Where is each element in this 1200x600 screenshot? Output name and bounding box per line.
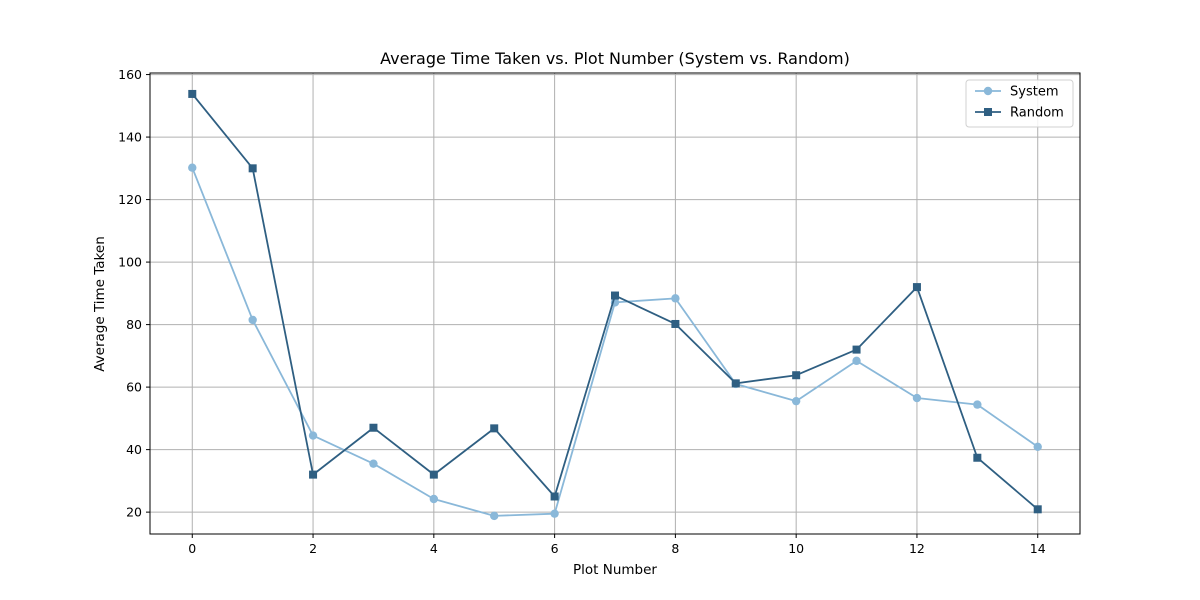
x-tick-label: 14 [1030, 541, 1046, 556]
y-tick-label: 80 [126, 317, 142, 332]
legend-marker [983, 86, 993, 96]
x-tick-label: 10 [788, 541, 804, 556]
data-point-random [912, 283, 921, 292]
data-point-random [792, 371, 801, 380]
data-point-random [490, 424, 499, 433]
data-point-system [852, 356, 861, 366]
data-point-system [429, 494, 439, 504]
x-tick-label: 12 [909, 541, 925, 556]
x-tick-label: 0 [188, 541, 196, 556]
data-point-system [671, 294, 680, 303]
legend-entry-random: Random [975, 106, 1064, 121]
data-point-random [429, 470, 438, 479]
data-point-random [188, 89, 197, 98]
y-axis-label: Average Time Taken [92, 236, 108, 372]
legend-marker [984, 108, 992, 116]
y-tick-label: 60 [126, 380, 142, 395]
series-system [188, 163, 1042, 521]
y-tick-label: 120 [118, 192, 142, 207]
data-point-system [550, 509, 559, 518]
data-point-random [1033, 505, 1042, 514]
data-point-random [248, 164, 257, 173]
data-point-system [369, 459, 378, 468]
data-point-system [912, 393, 922, 403]
data-point-system [188, 163, 197, 172]
data-point-random [369, 423, 378, 432]
data-point-random [309, 470, 318, 479]
data-point-random [671, 319, 680, 328]
legend-label: Random [1010, 106, 1064, 121]
series-group [188, 89, 1042, 521]
data-point-random [852, 345, 861, 354]
data-point-random [731, 379, 740, 388]
grid [150, 73, 1080, 534]
x-tick-label: 6 [551, 541, 559, 556]
data-point-system [490, 511, 499, 521]
data-point-system [1033, 442, 1042, 452]
axis-ticks: 0 2 4 6 8 10 12 14 20 40 60 80 100 120 140 160 [118, 67, 1046, 556]
data-point-system [248, 315, 257, 325]
y-tick-label: 40 [126, 442, 142, 457]
plot-frame [149, 72, 1081, 535]
y-tick-label: 160 [118, 67, 142, 82]
data-point-system [308, 431, 318, 440]
x-tick-label: 4 [430, 541, 438, 556]
legend: System Random [965, 79, 1074, 128]
legend-label: System [1010, 85, 1058, 100]
x-tick-label: 8 [671, 541, 679, 556]
y-tick-label: 20 [126, 505, 142, 520]
series-random [188, 89, 1042, 514]
legend-entry-system: System [975, 85, 1058, 100]
data-point-random [611, 291, 619, 300]
data-point-system [791, 396, 801, 406]
x-tick-label: 2 [309, 541, 317, 556]
data-point-random [550, 492, 559, 501]
y-tick-label: 100 [118, 255, 142, 270]
x-axis-label: Plot Number [573, 562, 657, 578]
data-point-random [973, 453, 982, 462]
data-point-system [973, 400, 982, 409]
y-tick-label: 140 [118, 130, 142, 145]
chart-title: Average Time Taken vs. Plot Number (Syst… [380, 49, 850, 68]
